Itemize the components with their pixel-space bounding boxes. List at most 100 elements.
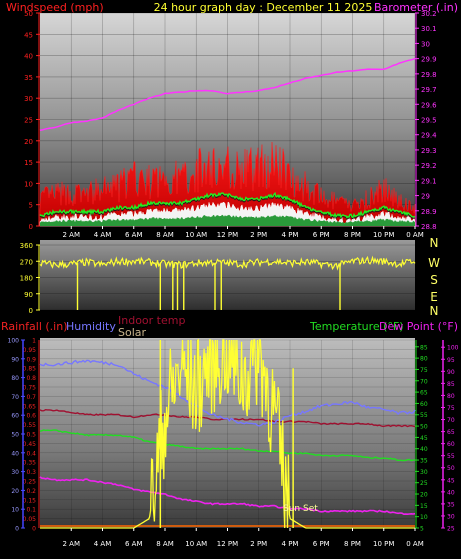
dew-point-y-tick: 75 <box>447 405 455 412</box>
compass-e: E <box>430 290 438 304</box>
wind-x-tick: 8 PM <box>344 231 361 239</box>
temperature-y-tick: 35 <box>420 458 428 465</box>
dew-point-y-tick: 70 <box>447 417 455 424</box>
wind-x-tick: 8 AM <box>156 231 174 239</box>
rain-y-tick: 0.2 <box>26 488 36 495</box>
temperature-y-tick: 85 <box>420 344 428 351</box>
dew-point-y-tick: 55 <box>447 453 455 460</box>
rain-y-tick: 0.35 <box>23 460 37 467</box>
legend-dew-point: Dew Point (°F) <box>379 320 458 333</box>
humidity-y-tick: 40 <box>11 450 19 457</box>
wind-y-tick: 10 <box>24 180 33 188</box>
temperature-y-tick: 60 <box>420 401 428 408</box>
rain-y-tick: 0.4 <box>26 450 36 457</box>
humidity-y-tick: 30 <box>11 469 19 476</box>
rain-x-tick: 10 AM <box>185 540 207 548</box>
legend-rainfall: Rainfall (.in) <box>1 320 68 333</box>
dew-point-line <box>39 476 416 516</box>
rain-x-tick: 2 AM <box>62 540 80 548</box>
compass-s: S <box>430 273 438 287</box>
compass-n-bottom: N <box>430 304 439 318</box>
dew-point-y-tick: 65 <box>447 429 455 436</box>
wind-y-tick: 40 <box>24 53 33 61</box>
rain-x-tick: 4 PM <box>282 540 299 548</box>
wind-x-tick: 12 PM <box>217 231 238 239</box>
rain-x-tick: 8 AM <box>156 540 174 548</box>
wind-y-tick: 30 <box>24 95 33 103</box>
humidity-y-tick: 50 <box>11 432 19 439</box>
humidity-y-tick: 20 <box>11 488 19 495</box>
barometer-y-tick: 29.8 <box>421 71 437 79</box>
rain-y-tick: 0.9 <box>26 356 36 363</box>
rain-y-tick: 0.6 <box>26 413 36 420</box>
barometer-y-tick: 29.5 <box>421 117 437 125</box>
temperature-y-tick: 20 <box>420 492 428 499</box>
rain-y-tick: 0.65 <box>23 403 37 410</box>
rain-y-tick: 0.7 <box>26 394 36 401</box>
barometer-y-tick: 29.9 <box>421 56 437 64</box>
barometer-y-tick: 30 <box>421 40 430 48</box>
humidity-y-tick: 70 <box>11 394 19 401</box>
legend-humidity: Humidity <box>66 320 116 333</box>
rain-y-tick: 0.45 <box>23 441 37 448</box>
wind-y-tick: 15 <box>24 159 33 167</box>
windspeed-base-area <box>40 214 415 226</box>
compass-labels: N W S E N <box>428 236 440 318</box>
dew-point-y-tick: 45 <box>447 477 455 484</box>
humidity-y-tick: 100 <box>8 338 20 345</box>
rain-y-tick: 0 <box>32 526 36 533</box>
temperature-y-tick: 25 <box>420 480 428 487</box>
dew-point-y-tick: 30 <box>447 513 455 520</box>
direction-panel <box>40 240 415 310</box>
barometer-y-tick: 30.2 <box>421 10 437 18</box>
rain-y-tick: 0.75 <box>23 385 37 392</box>
wind-y-tick: 35 <box>24 74 33 82</box>
rain-y-tick: 0.3 <box>26 469 36 476</box>
direction-y-tick: 0 <box>29 307 33 315</box>
barometer-y-tick: 28.9 <box>421 208 437 216</box>
wind-x-tick: 4 PM <box>282 231 299 239</box>
wind-y-tick: 50 <box>24 10 33 18</box>
wind-x-tick: 6 AM <box>125 231 143 239</box>
dew-point-y-tick: 60 <box>447 441 455 448</box>
dew-point-y-tick: 90 <box>447 369 455 376</box>
temperature-y-tick: 75 <box>420 367 428 374</box>
barometer-y-tick: 29.1 <box>421 177 437 185</box>
direction-y-tick: 90 <box>24 291 33 299</box>
humidity-y-tick: 80 <box>11 375 19 382</box>
rain-x-tick: 6 AM <box>125 540 143 548</box>
wind-x-tick: 4 AM <box>94 231 112 239</box>
temperature-y-tick: 5 <box>420 526 424 533</box>
wind-x-tick: 10 AM <box>185 231 207 239</box>
wind-x-tick: 2 AM <box>62 231 80 239</box>
rain-x-tick: 8 PM <box>344 540 361 548</box>
wind-y-tick: 0 <box>29 223 33 231</box>
rain-x-tick: 0 AM <box>406 540 424 548</box>
humidity-y-tick: 10 <box>11 507 19 514</box>
barometer-y-tick: 30.1 <box>421 25 437 33</box>
rain-x-tick: 4 AM <box>94 540 112 548</box>
rain-y-tick: 0.5 <box>26 432 36 439</box>
humidity-y-tick: 60 <box>11 413 19 420</box>
barometer-line <box>39 57 416 132</box>
rain-x-tick: 12 PM <box>217 540 238 548</box>
rain-y-tick: 0.15 <box>23 497 37 504</box>
temperature-y-tick: 70 <box>420 378 428 385</box>
barometer-y-tick: 29.6 <box>421 101 437 109</box>
legend-solar: Solar <box>118 326 147 339</box>
wind-direction-line <box>39 255 416 271</box>
rain-x-tick: 2 PM <box>250 540 267 548</box>
temperature-y-tick: 55 <box>420 412 428 419</box>
barometer-axis-label: Barometer (.in) <box>374 1 458 14</box>
dew-point-y-tick: 80 <box>447 393 455 400</box>
direction-y-tick: 270 <box>20 258 33 266</box>
graph-title: 24 hour graph day : December 11 2025 <box>154 1 373 14</box>
humidity-line <box>39 359 416 427</box>
temperature-y-tick: 10 <box>420 514 428 521</box>
wind-y-tick: 5 <box>29 202 33 210</box>
windspeed-average-line <box>39 191 416 219</box>
dew-point-y-tick: 35 <box>447 501 455 508</box>
humidity-y-tick: 90 <box>11 356 19 363</box>
